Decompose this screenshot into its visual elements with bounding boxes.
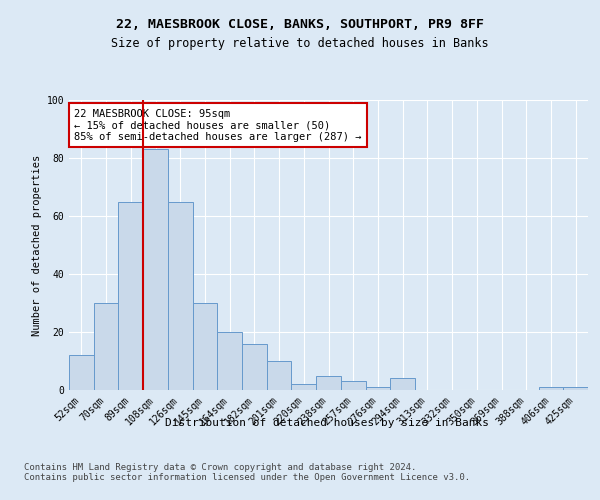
Bar: [118, 202, 143, 390]
Bar: [563, 387, 588, 390]
Bar: [143, 150, 168, 390]
Bar: [292, 384, 316, 390]
Bar: [242, 344, 267, 390]
Bar: [217, 332, 242, 390]
Bar: [69, 355, 94, 390]
Text: Distribution of detached houses by size in Banks: Distribution of detached houses by size …: [165, 418, 489, 428]
Bar: [341, 382, 365, 390]
Bar: [365, 387, 390, 390]
Bar: [267, 361, 292, 390]
Bar: [193, 303, 217, 390]
Y-axis label: Number of detached properties: Number of detached properties: [32, 154, 43, 336]
Text: 22 MAESBROOK CLOSE: 95sqm
← 15% of detached houses are smaller (50)
85% of semi-: 22 MAESBROOK CLOSE: 95sqm ← 15% of detac…: [74, 108, 362, 142]
Bar: [168, 202, 193, 390]
Text: Contains HM Land Registry data © Crown copyright and database right 2024.
Contai: Contains HM Land Registry data © Crown c…: [24, 462, 470, 482]
Bar: [539, 387, 563, 390]
Bar: [94, 303, 118, 390]
Bar: [390, 378, 415, 390]
Text: Size of property relative to detached houses in Banks: Size of property relative to detached ho…: [111, 38, 489, 51]
Text: 22, MAESBROOK CLOSE, BANKS, SOUTHPORT, PR9 8FF: 22, MAESBROOK CLOSE, BANKS, SOUTHPORT, P…: [116, 18, 484, 30]
Bar: [316, 376, 341, 390]
